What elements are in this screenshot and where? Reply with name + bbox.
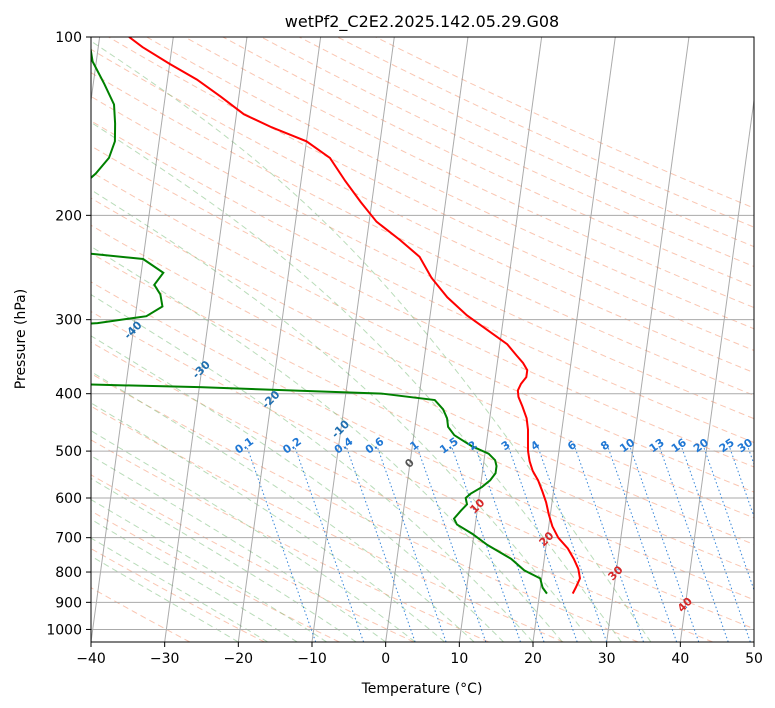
dry-adiabat-line: [91, 341, 713, 642]
moist-adiabat-line: [91, 40, 652, 642]
dry-adiabat-line: [91, 145, 754, 468]
mixing-ratio-line: [416, 445, 487, 642]
chart-title: wetPf2_C2E2.2025.142.05.29.G08: [285, 12, 559, 32]
dewpoint-trace: [91, 45, 548, 595]
dry-adiabat-line: [108, 37, 754, 352]
moist-adiabat-line: [91, 518, 298, 642]
axes: −40 −30 −20 −10 0 10 20 30 40 50 100 200 300 400 500 60…: [46, 30, 763, 667]
moist-adiabat-line: [91, 371, 475, 642]
moist-adiabat-line: [91, 555, 239, 642]
temperature-trace: [128, 37, 581, 595]
dry-adiabat-line: [222, 37, 754, 288]
x-tick-label: −20: [224, 651, 254, 667]
dry-adiabat-line: [91, 120, 754, 444]
dry-adiabat-line: [375, 37, 754, 209]
dry-adiabat-line: [91, 72, 754, 396]
mixing-ratio-line: [658, 445, 729, 642]
dry-adiabat-line: [146, 37, 754, 330]
dry-adiabat-line: [91, 171, 754, 493]
x-tick-label: 50: [745, 651, 763, 667]
x-tick-label: 0: [381, 651, 390, 667]
dry-adiabat-line: [260, 37, 754, 268]
moist-adiabat-line: [91, 402, 445, 642]
x-tick-label: −40: [76, 651, 106, 667]
moist-adiabat-line: [91, 294, 534, 642]
mixing-ratio-line: [607, 445, 678, 642]
y-tick-label: 700: [55, 531, 82, 547]
mixing-ratio-label: 30: [735, 436, 755, 456]
moist-adiabat-line: [91, 335, 504, 642]
y-tick-label: 500: [55, 444, 82, 460]
dry-adiabat-line: [91, 439, 489, 642]
mixing-ratio-line: [728, 445, 754, 519]
dry-adiabat-line: [91, 310, 754, 630]
x-tick-label: 30: [598, 651, 616, 667]
y-tick-label: 200: [55, 208, 82, 224]
dry-adiabat-line: [337, 37, 754, 228]
mixing-ratio-line: [246, 445, 317, 642]
mixing-ratio-line: [294, 445, 365, 642]
y-tick-label: 1000: [46, 622, 82, 638]
mixing-ratio-line: [680, 445, 751, 642]
x-tick-label: 10: [450, 651, 468, 667]
y-tick-label: 100: [55, 30, 82, 46]
dry-adiabat-line: [91, 224, 754, 545]
x-tick-label: −30: [150, 651, 180, 667]
mixing-ratio-line: [474, 445, 545, 642]
mixing-ratio-line: [573, 445, 644, 642]
y-tick-label: 600: [55, 491, 82, 507]
isotherm-line: [164, 37, 248, 642]
dry-adiabat-line: [184, 37, 754, 309]
mixing-ratio-line: [345, 445, 416, 642]
dry-adiabat-line: [299, 37, 754, 248]
mixing-ratio-line: [702, 445, 754, 592]
isotherm-line: [91, 37, 174, 642]
isotherm-line: [532, 37, 616, 642]
y-axis-title: Pressure (hPa): [13, 289, 29, 389]
plot-area: -100-90-80-70-60-50-40-30-20-10010203040…: [91, 37, 755, 642]
mixing-ratio-line: [537, 445, 608, 642]
y-tick-label: 900: [55, 595, 82, 611]
isotherm-line: [311, 37, 395, 642]
moist-adiabat-line: [91, 477, 357, 642]
dry-adiabat-line: [91, 95, 754, 420]
moist-adiabat-line: [91, 537, 269, 642]
x-tick-label: −10: [297, 651, 327, 667]
dry-adiabat-line: [91, 405, 564, 642]
isotherm-line: [606, 37, 690, 642]
moist-adiabat-line: [91, 189, 593, 642]
x-tick-label: 20: [524, 651, 542, 667]
y-tick-label: 800: [55, 565, 82, 581]
dry-adiabat-line: [91, 281, 754, 601]
y-tick-label: 300: [55, 313, 82, 329]
moist-adiabat-line: [91, 121, 622, 642]
moist-adiabat-line: [91, 455, 386, 642]
isotherm-line: [237, 37, 322, 642]
dry-adiabat-line: [91, 252, 754, 573]
dry-adiabat-line: [91, 48, 754, 374]
mixing-ratio-line: [376, 445, 447, 642]
moist-adiabat-line: [91, 245, 563, 642]
x-axis-title: Temperature (°C): [361, 681, 483, 697]
x-tick-label: 40: [671, 651, 689, 667]
mixing-ratio-line: [450, 445, 521, 642]
mixing-ratio-line: [629, 445, 700, 642]
isotherm-line: [385, 37, 469, 642]
isotherm-line: [679, 96, 754, 642]
plot-frame: [90, 36, 755, 643]
y-tick-label: 400: [55, 387, 82, 403]
mixing-ratio-line: [507, 445, 578, 642]
